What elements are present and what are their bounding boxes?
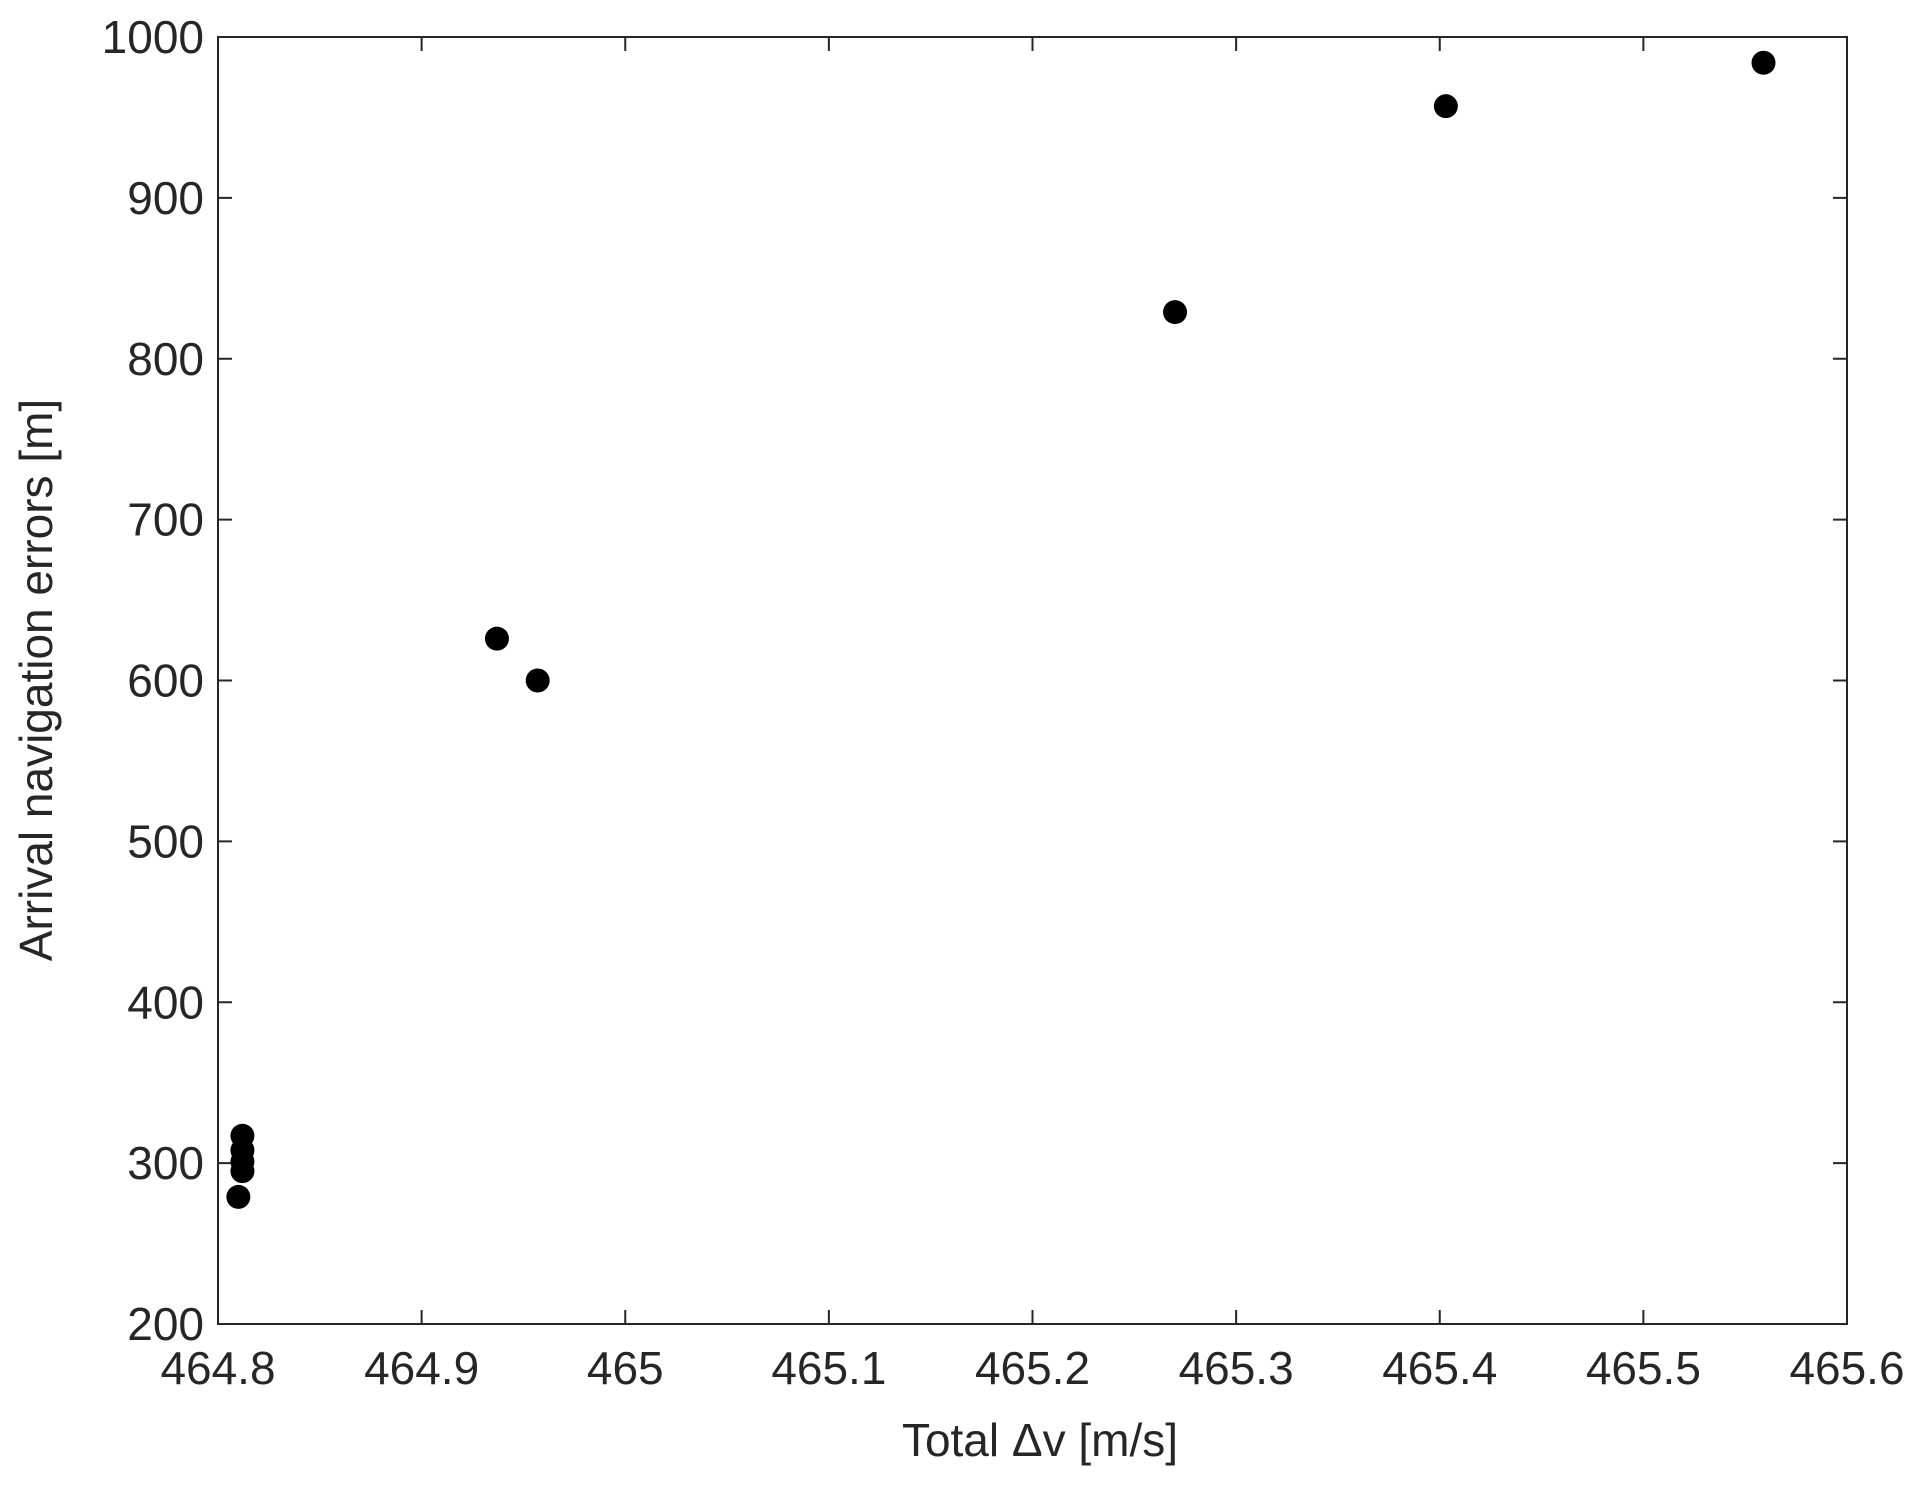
x-tick-label: 465.5 [1586,1342,1701,1394]
plot-frame [217,36,1848,1325]
scatter-point [226,1184,251,1209]
x-tick-label: 465.3 [1179,1342,1294,1394]
x-tick-label: 465.1 [771,1342,886,1394]
y-tick-label: 300 [127,1137,204,1189]
y-tick-label: 900 [127,172,204,224]
y-tick-label: 500 [127,815,204,867]
y-tick-label: 400 [127,976,204,1028]
y-tick-label: 800 [127,333,204,385]
y-axis-label: Arrival navigation errors [m] [10,399,62,961]
y-tick-label: 200 [127,1298,204,1350]
x-tick-label: 464.8 [160,1342,275,1394]
scatter-point [230,1159,255,1184]
scatter-point [525,668,550,693]
x-tick-label: 465.2 [975,1342,1090,1394]
y-tick-label: 600 [127,655,204,707]
scatter-point [1751,50,1776,75]
x-tick-label: 465.6 [1789,1342,1904,1394]
scatter-point [1163,300,1188,325]
x-tick-label: 465 [587,1342,664,1394]
y-tick-label: 1000 [102,11,204,63]
scatter-point [484,626,509,651]
x-axis-label: Total Δv [m/s] [902,1414,1178,1466]
y-tick-label: 700 [127,494,204,546]
x-tick-label: 464.9 [364,1342,479,1394]
x-tick-label: 465.4 [1382,1342,1497,1394]
scatter-point [1433,94,1458,119]
